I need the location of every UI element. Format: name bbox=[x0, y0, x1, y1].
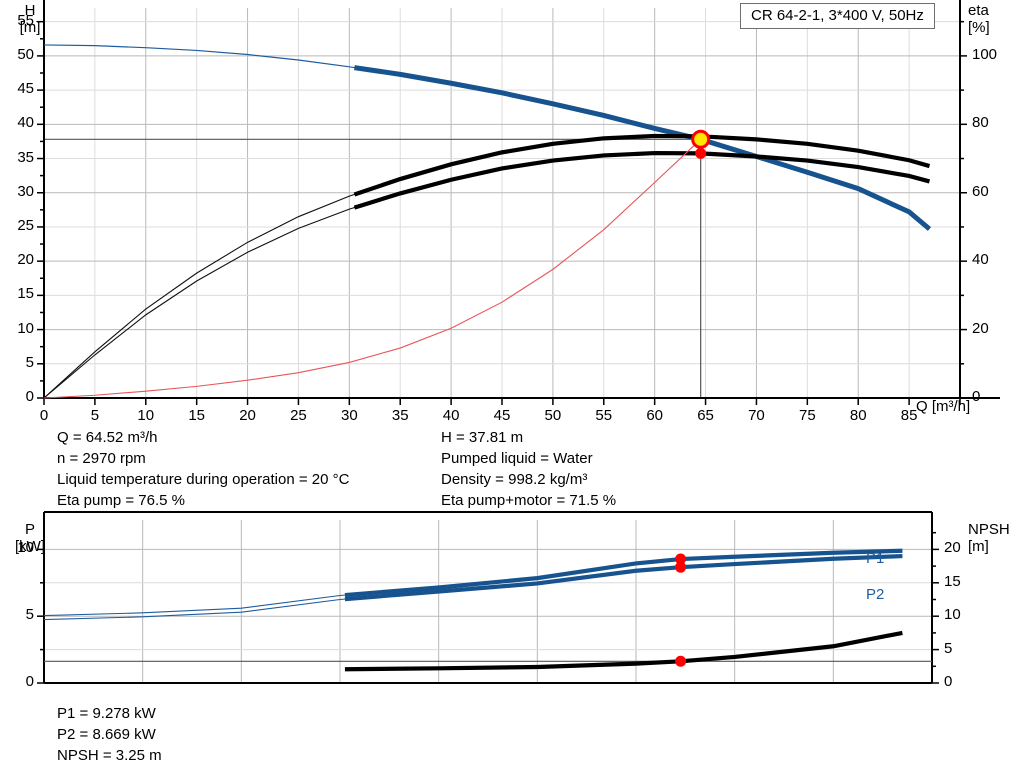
power-data-p2: P2 = 8.669 kW bbox=[57, 726, 156, 743]
curve-label-p1: P1 bbox=[866, 550, 885, 567]
head-curve-thin bbox=[43, 44, 930, 230]
top-y-left-tick-label: 55 bbox=[17, 11, 34, 29]
top-y-left-axis-title: H [m] bbox=[19, 2, 41, 36]
eta-curve-bold-2 bbox=[353, 150, 931, 210]
head-curve-bold bbox=[354, 65, 932, 231]
eta-curve-thin-2 bbox=[43, 152, 930, 399]
p1-marker bbox=[675, 553, 687, 565]
operating-data-n: n = 2970 rpm bbox=[57, 450, 146, 467]
model-title-box: CR 64-2-1, 3*400 V, 50Hz bbox=[740, 3, 935, 29]
top-y-right-tick-label: 80 bbox=[972, 114, 989, 132]
npsh-marker bbox=[675, 655, 687, 667]
top-x-tick-label: 80 bbox=[849, 407, 867, 424]
top-x-tick-label: 70 bbox=[748, 407, 765, 424]
top-y-left-tick-label: 5 bbox=[25, 353, 34, 371]
curve-label-p2: P2 bbox=[866, 586, 885, 603]
power-curve-bold-1 bbox=[344, 548, 903, 598]
bottom-y-right-tick-label: 5 bbox=[944, 639, 953, 657]
top-y-right-tick-label: 100 bbox=[972, 45, 998, 63]
p2-marker bbox=[675, 561, 687, 573]
top-y-left-tick-label: 10 bbox=[17, 319, 34, 337]
top-x-tick-label: 50 bbox=[544, 407, 562, 424]
top-x-tick-label: 5 bbox=[90, 407, 100, 424]
eta-pump-motor-marker bbox=[695, 147, 707, 159]
power-data-p1: P1 = 9.278 kW bbox=[57, 705, 156, 722]
top-y-left-tick-label: 20 bbox=[17, 251, 34, 269]
top-y-left-tick-label: 25 bbox=[17, 216, 34, 234]
top-y-right-tick-label: 0 bbox=[972, 388, 981, 405]
top-y-left-tick-label: 40 bbox=[17, 114, 34, 132]
top-x-tick-label: 30 bbox=[340, 407, 358, 424]
top-y-left-tick-label: 30 bbox=[17, 182, 34, 200]
top-y-left-tick-label: 50 bbox=[17, 45, 34, 63]
bottom-y-left-axis-title: P [kW] bbox=[15, 521, 45, 555]
top-x-tick-label: 45 bbox=[493, 407, 511, 424]
eta-curve-thin-1 bbox=[43, 135, 930, 399]
top-red-curve bbox=[43, 138, 702, 399]
top-x-tick-label: 15 bbox=[188, 407, 205, 424]
top-x-tick-label: 10 bbox=[137, 407, 155, 424]
top-y-right-tick-label: 40 bbox=[972, 251, 989, 269]
top-x-tick-label: 35 bbox=[391, 407, 409, 424]
bottom-y-right-axis-title: NPSH [m] bbox=[968, 521, 1010, 555]
top-y-right-tick-label: 60 bbox=[972, 182, 989, 200]
npsh-curve-bold bbox=[344, 630, 903, 672]
operating-data-right: H = 37.81 m Pumped liquid = Water Densit… bbox=[441, 427, 616, 511]
top-y-left-tick-label: 15 bbox=[17, 285, 34, 303]
operating-data-density: Density = 998.2 kg/m³ bbox=[441, 471, 588, 488]
top-x-tick-label: 65 bbox=[697, 407, 714, 424]
top-y-left-tick-label: 45 bbox=[17, 80, 34, 98]
duty-point-marker[interactable] bbox=[691, 129, 711, 149]
bottom-y-right-tick-label: 20 bbox=[944, 539, 961, 557]
top-x-tick-label: 55 bbox=[595, 407, 613, 424]
top-x-tick-label: 25 bbox=[290, 407, 307, 424]
operating-data-q: Q = 64.52 m³/h bbox=[57, 429, 158, 446]
operating-data-left: Q = 64.52 m³/h n = 2970 rpm Liquid tempe… bbox=[57, 427, 349, 511]
operating-data-liquid-temp: Liquid temperature during operation = 20… bbox=[57, 471, 350, 488]
bottom-y-left-tick-label: 5 bbox=[25, 606, 34, 624]
top-y-left-tick-label: 0 bbox=[25, 388, 34, 405]
top-x-axis-title: Q [m³/h] bbox=[916, 398, 971, 415]
top-x-tick-label: 85 bbox=[900, 407, 918, 424]
top-x-tick-label: 0 bbox=[39, 407, 49, 424]
bottom-y-left-tick-label: 0 bbox=[25, 673, 34, 690]
top-y-right-axis-title: eta [%] bbox=[968, 2, 990, 36]
power-curve-bold-2 bbox=[344, 553, 903, 602]
top-y-right-tick-label: 20 bbox=[972, 319, 989, 337]
bottom-y-right-tick-label: 10 bbox=[944, 606, 961, 624]
operating-data-h: H = 37.81 m bbox=[441, 429, 524, 446]
top-x-tick-label: 20 bbox=[239, 407, 256, 424]
power-data-npsh: NPSH = 3.25 m bbox=[57, 747, 162, 764]
bottom-y-left-tick-label: 10 bbox=[17, 539, 34, 557]
operating-data-eta-pump-motor: Eta pump+motor = 71.5 % bbox=[441, 492, 617, 509]
eta-curve-bold-1 bbox=[353, 133, 931, 197]
top-x-tick-label: 75 bbox=[798, 407, 816, 424]
operating-data-eta-pump: Eta pump = 76.5 % bbox=[57, 492, 185, 509]
operating-data-pumped-liquid: Pumped liquid = Water bbox=[441, 450, 593, 467]
power-data-block: P1 = 9.278 kW P2 = 8.669 kW NPSH = 3.25 … bbox=[57, 703, 162, 766]
top-x-tick-label: 40 bbox=[442, 407, 460, 424]
bottom-y-right-tick-label: 0 bbox=[944, 673, 953, 690]
top-x-tick-label: 60 bbox=[646, 407, 663, 424]
top-y-left-tick-label: 35 bbox=[17, 148, 34, 166]
bottom-y-right-tick-label: 15 bbox=[944, 572, 961, 590]
